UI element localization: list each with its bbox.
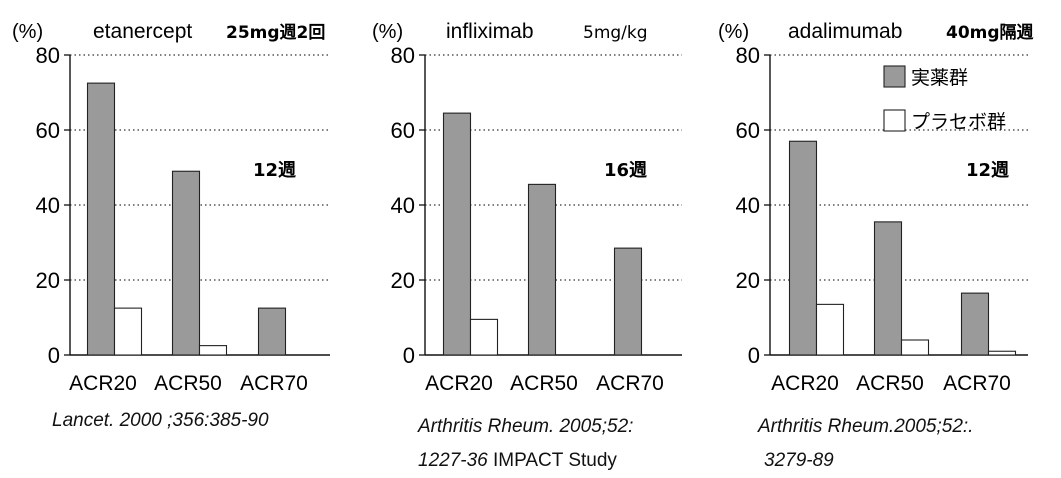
y-tick-label: 0 [748, 343, 760, 368]
x-tick-label: ACR50 [856, 372, 924, 395]
y-tick-label: 60 [36, 118, 60, 143]
y-tick-label: 20 [736, 268, 760, 293]
citation-line1: Arthritis Rheum.2005;52:. [758, 416, 974, 437]
x-tick-label: ACR20 [425, 372, 493, 395]
dose-label: 25mg週2回 [226, 23, 325, 43]
y-tick-label: 80 [391, 43, 415, 68]
y-tick-label: 60 [736, 118, 760, 143]
citation-line2: 1227-36 [418, 450, 488, 471]
x-tick-label: ACR70 [240, 372, 308, 395]
bar-active [257, 307, 287, 356]
bar-placebo [987, 350, 1017, 356]
bar-placebo [900, 339, 930, 356]
bar-active [442, 112, 472, 356]
y-tick-label: 0 [48, 343, 60, 368]
bar-placebo [113, 307, 143, 356]
drug-name: adalimumab [788, 20, 902, 43]
y-tick-label: 40 [736, 193, 760, 218]
y-tick-label: 20 [36, 268, 60, 293]
y-tick-label: 80 [736, 43, 760, 68]
y-unit-label: (%) [718, 21, 749, 43]
x-tick-label: ACR70 [943, 372, 1011, 395]
citation-line1: Lancet. 2000 ;356:385-90 [52, 410, 269, 431]
y-unit-label: (%) [12, 21, 43, 43]
y-tick-label: 80 [36, 43, 60, 68]
drug-name: infliximab [446, 20, 534, 43]
bar-active [171, 170, 201, 356]
y-tick-label: 60 [391, 118, 415, 143]
bar-active [960, 292, 990, 356]
duration-label: 12週 [253, 160, 296, 181]
legend-label-placebo: プラセボ群 [911, 111, 1006, 133]
citation-line2: 3279-89 [764, 450, 834, 471]
bar-placebo [815, 303, 845, 356]
dose-label: 5mg/kg [583, 23, 648, 43]
citation-adalimumab: Arthritis Rheum.2005;52:. 3279-89 [758, 410, 973, 478]
x-tick-label: ACR50 [510, 372, 578, 395]
citation-etanercept: Lancet. 2000 ;356:385-90 [52, 410, 269, 432]
bar-placebo [469, 318, 499, 356]
citation-study-name: IMPACT Study [487, 450, 617, 471]
x-tick-label: ACR70 [596, 372, 664, 395]
legend-label-active: 実薬群 [911, 67, 968, 89]
citation-line1: Arthritis Rheum. 2005;52: [418, 416, 634, 437]
legend-swatch-placebo [883, 109, 906, 132]
citation-infliximab: Arthritis Rheum. 2005;52: 1227-36 IMPACT… [418, 410, 633, 478]
x-tick-label: ACR20 [771, 372, 839, 395]
y-unit-label: (%) [372, 21, 403, 43]
bar-active [527, 183, 557, 356]
legend-swatch-active [883, 65, 906, 88]
drug-name: etanercept [93, 20, 192, 43]
bar-active [613, 247, 643, 356]
duration-label: 16週 [604, 160, 647, 181]
duration-label: 12週 [966, 160, 1009, 181]
dose-label: 40mg隔週 [946, 23, 1034, 43]
y-tick-label: 20 [391, 268, 415, 293]
x-tick-label: ACR20 [69, 372, 137, 395]
bar-active [788, 140, 818, 356]
y-tick-label: 40 [36, 193, 60, 218]
y-tick-label: 40 [391, 193, 415, 218]
bar-active [873, 221, 903, 356]
bar-placebo [198, 345, 228, 356]
y-tick-label: 0 [403, 343, 415, 368]
bar-active [86, 82, 116, 356]
x-tick-label: ACR50 [154, 372, 222, 395]
